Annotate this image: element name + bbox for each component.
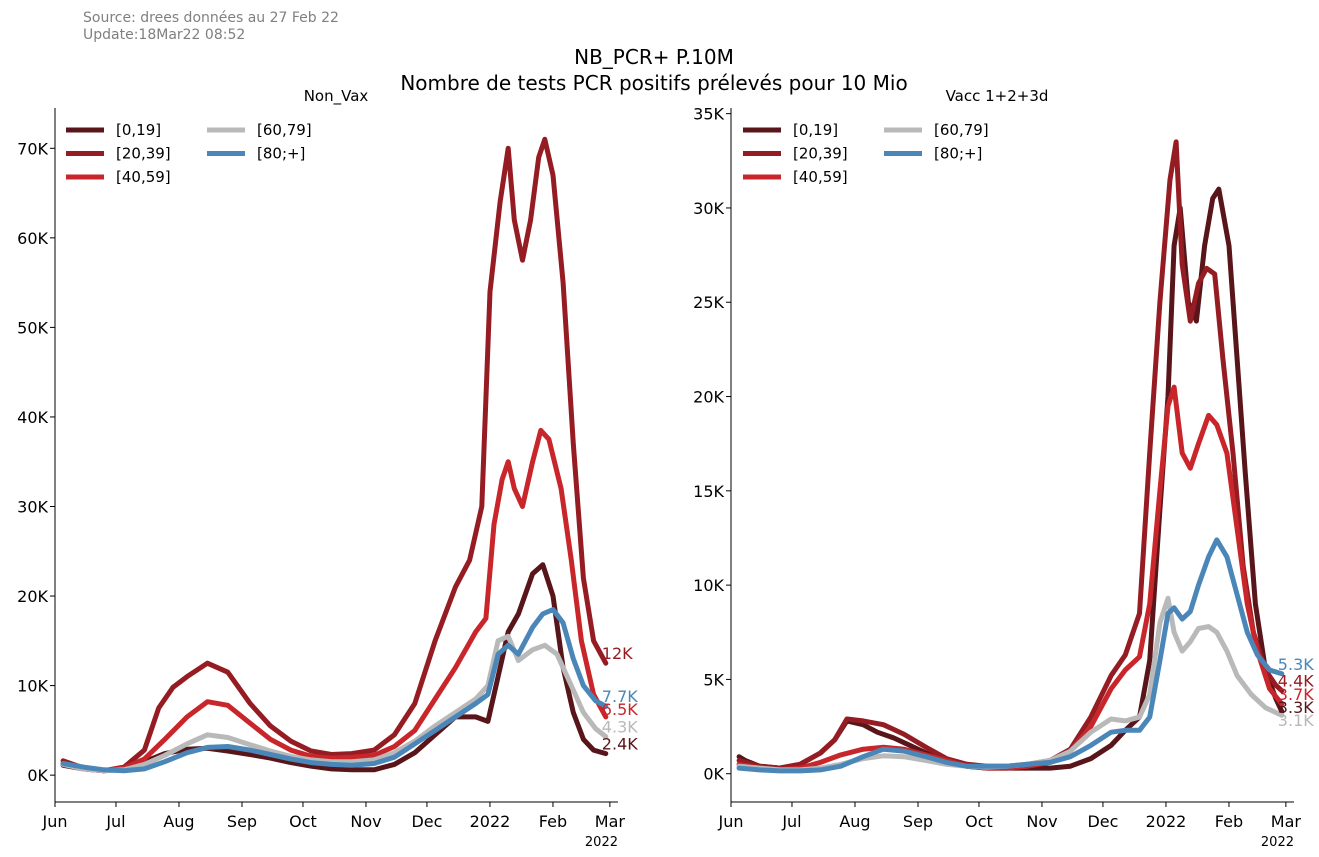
- end-value-label: 12K: [602, 644, 633, 663]
- source-text: Source: drees données au 27 Feb 22: [83, 10, 339, 26]
- end-value-label: 7.7K: [602, 687, 638, 706]
- series-line-3: [736, 384, 1285, 773]
- legend-label: [60,79]: [257, 121, 312, 139]
- legend-label: [40,59]: [793, 168, 848, 186]
- x-tick-label: Dec: [1087, 812, 1118, 831]
- legend-label: [20,39]: [116, 145, 171, 163]
- x-tick-label: Oct: [965, 812, 993, 831]
- end-value-label: 6.5K: [602, 700, 638, 719]
- series-line-1: [60, 562, 609, 774]
- series-line-5: [60, 607, 609, 774]
- y-tick-label: 20K: [17, 587, 48, 606]
- x-tick-label: Jul: [781, 812, 801, 831]
- x-tick-label: 2022: [1146, 812, 1187, 831]
- series-line-5: [736, 537, 1285, 774]
- x-tick-label: Sep: [903, 812, 933, 831]
- x-tick-label: Mar: [595, 812, 626, 831]
- y-tick-label: 70K: [17, 139, 48, 158]
- end-value-label: 4.3K: [602, 718, 638, 737]
- end-value-label: 5.3K: [1278, 655, 1314, 674]
- chart-title-line2: Nombre de tests PCR positifs prélevés po…: [400, 71, 907, 95]
- panel-non-vax: Non_Vax 0K 10K 20K 30K 40K 50K 60K 70K Jun Jul Aug S…: [17, 87, 638, 850]
- series-line-2: [60, 136, 609, 774]
- x-tick-label: Feb: [539, 812, 567, 831]
- y-tick-label: 40K: [17, 408, 48, 427]
- x-tick-label: Jun: [718, 812, 744, 831]
- y-tick-label: 35K: [693, 105, 724, 124]
- y-tick-label: 10K: [17, 677, 48, 696]
- x-tick-label: 2022: [470, 812, 511, 831]
- x-tick-label: Feb: [1215, 812, 1243, 831]
- x-tick-label: Aug: [839, 812, 870, 831]
- legend-label: [20,39]: [793, 145, 848, 163]
- x-year-label: 2022: [1261, 835, 1294, 850]
- x-tick-label: Nov: [1026, 812, 1057, 831]
- x-tick-label: Oct: [289, 812, 317, 831]
- legend-label: [80;+]: [934, 145, 982, 163]
- x-year-label: 2022: [585, 835, 618, 850]
- series-line-4: [60, 633, 609, 774]
- series-line-2: [736, 139, 1285, 771]
- x-tick-label: Dec: [411, 812, 442, 831]
- y-tick-label: 5K: [703, 670, 724, 689]
- y-tick-label: 20K: [693, 388, 724, 407]
- y-tick-label: 50K: [17, 318, 48, 337]
- series-line-4: [736, 595, 1285, 773]
- subplot-title: Vacc 1+2+3d: [946, 87, 1049, 105]
- x-tick-label: Mar: [1271, 812, 1302, 831]
- update-text: Update:18Mar22 08:52: [83, 27, 245, 43]
- end-value-label: 2.4K: [602, 735, 638, 754]
- end-value-label: 3.3K: [1278, 698, 1314, 717]
- legend-label: [0,19]: [793, 121, 838, 139]
- chart-title-line1: NB_PCR+ P.10M: [574, 45, 734, 69]
- panel-vacc: Vacc 1+2+3d 0K 5K 10K 15K 20K 25K 30K 35K Jun Jul A…: [693, 87, 1314, 850]
- y-tick-label: 0K: [703, 765, 724, 784]
- legend-label: [0,19]: [116, 121, 161, 139]
- end-value-label: 4.4K: [1278, 672, 1314, 691]
- series-line-3: [60, 427, 609, 774]
- legend-label: [80;+]: [257, 145, 305, 163]
- x-tick-label: Jun: [42, 812, 68, 831]
- x-tick-label: Sep: [227, 812, 257, 831]
- y-tick-label: 15K: [693, 482, 724, 501]
- y-tick-label: 30K: [17, 497, 48, 516]
- x-tick-label: Aug: [163, 812, 194, 831]
- y-tick-label: 25K: [693, 293, 724, 312]
- y-tick-label: 30K: [693, 199, 724, 218]
- x-tick-label: Nov: [350, 812, 381, 831]
- y-tick-label: 10K: [693, 576, 724, 595]
- end-value-label: 3.1K: [1278, 711, 1314, 730]
- legend-label: [60,79]: [934, 121, 989, 139]
- subplot-title: Non_Vax: [304, 87, 369, 106]
- y-tick-label: 60K: [17, 229, 48, 248]
- y-tick-label: 0K: [27, 766, 48, 785]
- x-tick-label: Jul: [105, 812, 125, 831]
- legend-label: [40,59]: [116, 168, 171, 186]
- end-value-label: 3.7K: [1278, 685, 1314, 704]
